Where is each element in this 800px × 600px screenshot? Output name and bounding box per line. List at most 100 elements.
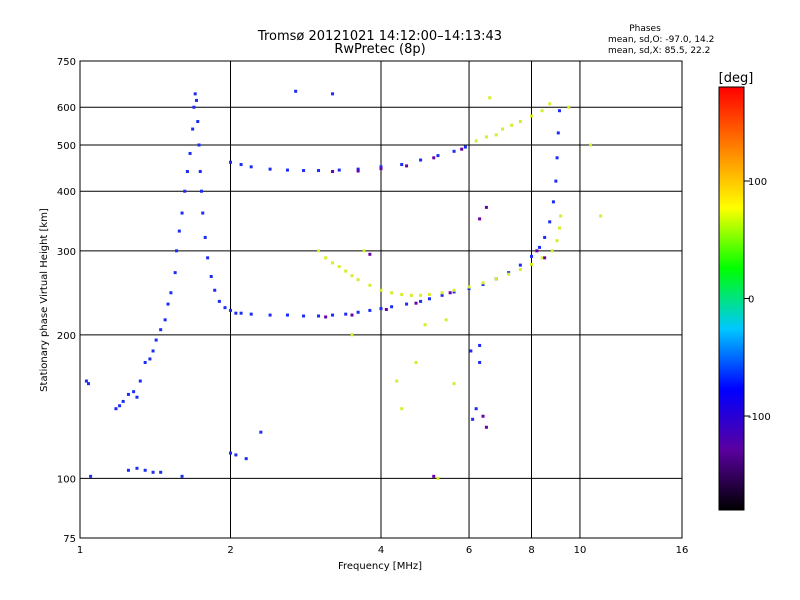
data-point [467,287,471,291]
data-point [484,135,488,139]
colorbar-ticks: 100 0 -100 [744,177,771,423]
data-point [229,451,232,455]
x-axis-label: Frequency [MHz] [338,561,422,572]
data-point [159,328,163,332]
data-point [494,277,498,281]
data-point [259,430,263,434]
y-tick-label: 400 [57,187,76,198]
data-point [177,229,181,233]
data-point [548,102,552,106]
data-point [356,310,360,314]
data-point [599,214,603,218]
data-point [518,268,522,272]
data-point [452,382,456,386]
data-points [84,89,603,480]
data-point [379,165,383,169]
data-point [121,399,125,403]
data-point [169,291,173,295]
data-point [436,476,440,480]
data-point [188,151,192,155]
data-point [180,211,184,215]
data-point [518,263,522,267]
data-point [239,311,243,315]
data-point [510,123,514,127]
data-point [543,235,547,239]
data-point [234,453,238,457]
data-point [191,127,195,131]
x-tick-label: 4 [378,545,384,556]
data-point [368,308,372,312]
data-point [87,382,91,386]
data-point [405,302,409,306]
colorbar [718,86,745,511]
data-point [344,269,348,273]
data-point [317,314,321,318]
data-point [229,160,232,164]
data-point [317,169,321,173]
data-point [217,299,221,303]
data-point [350,333,354,337]
data-point [285,313,289,317]
y-tick-label: 750 [57,57,76,68]
data-point [414,301,418,305]
data-point [194,98,198,102]
data-point [223,306,227,310]
data-point [530,254,533,258]
data-point [409,293,413,297]
x-tick-label: 6 [466,545,472,556]
data-point [143,360,147,364]
data-point [294,89,298,93]
data-point [484,205,488,209]
data-point [427,297,431,301]
y-tick-label: 600 [57,103,76,114]
data-point [474,139,478,143]
data-point [379,167,383,171]
data-point [395,379,399,383]
data-point [229,308,232,312]
data-point [244,457,248,461]
data-point [362,249,366,253]
data-point [518,120,522,124]
data-point [390,305,394,309]
data-point [537,245,541,249]
data-point [368,283,372,287]
data-point [197,143,201,147]
data-point [478,343,482,347]
y-tick-label: 200 [57,331,76,342]
data-point [405,164,409,168]
colorbar-label: [deg] [719,71,754,86]
data-point [481,282,485,286]
data-point [350,313,354,317]
data-point [209,275,213,279]
data-point [440,293,444,297]
data-point [488,96,492,100]
data-point [285,168,289,172]
data-point [589,143,593,147]
data-point [471,417,475,421]
data-point [535,249,539,253]
y-axis-ticks: 75 100 200 300 400 500 600 750 [57,57,76,545]
grid-lines [80,61,682,538]
colorbar-tick-label: -100 [748,412,771,423]
data-point [390,291,394,295]
plot-frame [79,60,683,539]
data-point [89,474,93,478]
y-tick-label: 500 [57,141,76,152]
data-point [135,395,139,399]
data-point [324,315,328,319]
data-point [239,163,243,167]
data-point [126,468,130,472]
data-point [400,407,404,411]
data-point [501,127,505,131]
y-tick-label: 75 [63,534,76,545]
stats-line-x: mean, sd,X: 85.5, 22.2 [608,46,710,56]
data-point [555,156,559,160]
data-point [126,392,130,396]
x-tick-label: 1 [77,545,83,556]
data-point [356,167,360,171]
data-point [484,425,488,429]
data-point [432,156,436,160]
data-point [331,169,335,173]
data-point [452,290,456,294]
